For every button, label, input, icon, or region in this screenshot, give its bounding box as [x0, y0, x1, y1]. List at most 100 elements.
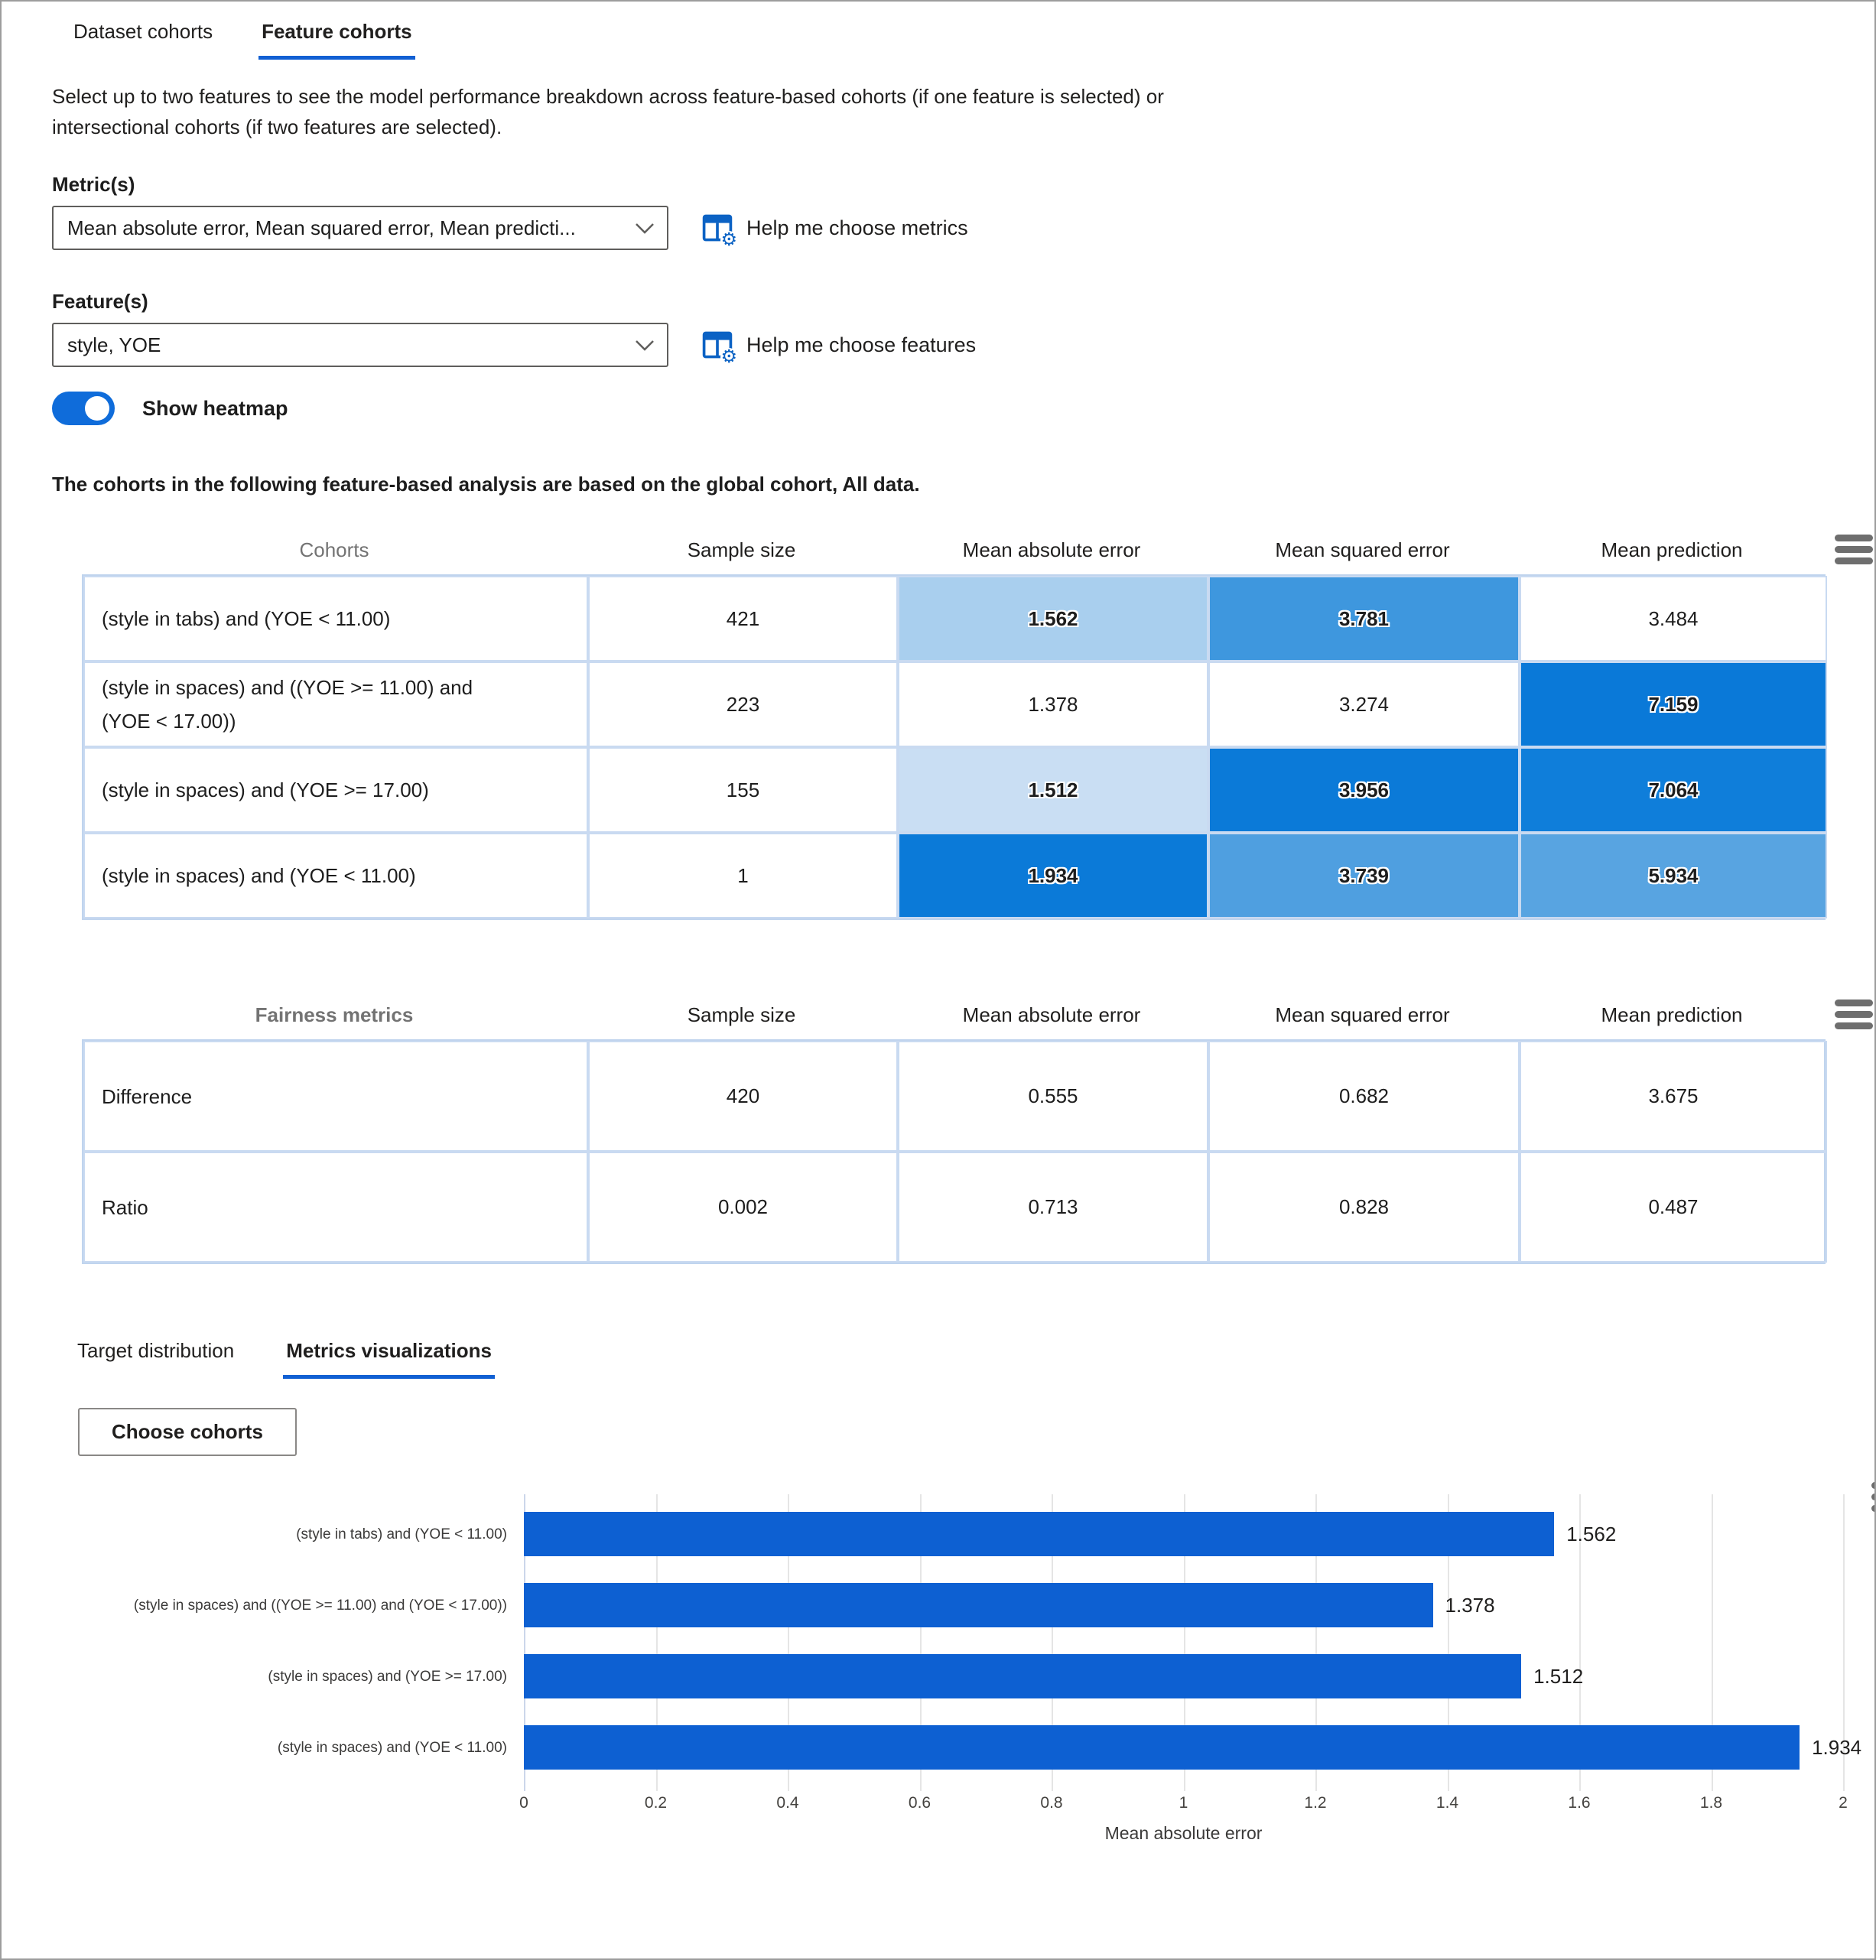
help-choose-metrics-link[interactable]: ⚙ Help me choose metrics	[701, 211, 968, 249]
cohort-name-cell: (style in tabs) and (YOE < 11.00)	[83, 576, 588, 661]
gridline	[1447, 1494, 1449, 1791]
fairness-table-header: Fairness metrics Sample size Mean absolute…	[82, 967, 1826, 1039]
chevron-down-icon	[636, 340, 654, 351]
column-header: Sample size	[687, 1003, 796, 1026]
bar-value-label: 1.562	[1566, 1523, 1617, 1546]
column-header: Mean squared error	[1275, 1003, 1450, 1026]
gridline	[1843, 1494, 1845, 1791]
chart-x-axis-title: Mean absolute error	[1104, 1823, 1263, 1843]
column-header: Mean prediction	[1601, 1003, 1743, 1026]
primary-tab-bar: Dataset cohorts Feature cohorts	[70, 12, 1874, 60]
cohort-name-text: (style in spaces) and ((YOE >= 11.00) an…	[102, 676, 473, 733]
column-header: Mean squared error	[1275, 538, 1450, 561]
chart-y-axis-labels: (style in tabs) and (YOE < 11.00) (style …	[79, 1499, 507, 1783]
fairness-value-cell: 0.555	[898, 1041, 1208, 1152]
fairness-value-cell: 0.713	[898, 1152, 1208, 1263]
help-choose-metrics-text: Help me choose metrics	[746, 216, 968, 239]
tab-dataset-cohorts[interactable]: Dataset cohorts	[73, 20, 213, 43]
gear-icon: ⚙	[720, 229, 737, 250]
cohort-name-text: (style in spaces) and (YOE >= 17.00)	[102, 778, 429, 801]
y-axis-label: (style in spaces) and ((YOE >= 11.00) an…	[133, 1597, 507, 1614]
gridline	[1315, 1494, 1317, 1791]
tab-target-distribution[interactable]: Target distribution	[77, 1339, 235, 1362]
cohort-name-cell: (style in spaces) and (YOE >= 17.00)	[83, 747, 588, 833]
hamburger-menu-icon[interactable]	[1871, 1482, 1874, 1512]
show-heatmap-label: Show heatmap	[142, 396, 288, 420]
cohort-name-cell: (style in spaces) and (YOE < 11.00)	[83, 833, 588, 918]
fairness-table-body: Difference 420 0.555 0.682 3.675 Ratio 0.002 0.…	[83, 1041, 1827, 1263]
cohort-name-text: (style in spaces) and (YOE < 11.00)	[102, 864, 416, 887]
fairness-metric-name-cell: Difference	[83, 1041, 588, 1152]
fairness-value-cell: 0.828	[1208, 1152, 1520, 1263]
chart-x-axis-ticks: 0 0.2 0.4 0.6 0.8 1 1.2 1.4 1.6 1.8 2	[519, 1783, 1848, 1817]
heatmap-cell: 3.781	[1208, 576, 1520, 661]
fairness-value-cell: 0.487	[1520, 1152, 1827, 1263]
fairness-metric-name-text: Difference	[102, 1084, 193, 1108]
fairness-value-cell: 0.002	[588, 1152, 898, 1263]
bar-band: 1.378	[524, 1570, 1843, 1641]
show-heatmap-toggle[interactable]	[52, 392, 115, 425]
fairness-table-section: Fairness metrics Sample size Mean absolute…	[82, 967, 1873, 1264]
x-tick-label: 1.2	[1304, 1794, 1327, 1812]
metrics-dropdown[interactable]: Mean absolute error, Mean squared error,…	[52, 206, 668, 250]
column-options-icon: ⚙	[701, 211, 737, 249]
gear-icon: ⚙	[720, 346, 737, 367]
cohort-table-body: (style in tabs) and (YOE < 11.00) 421 1.56…	[83, 576, 1827, 918]
hamburger-menu-icon[interactable]	[1835, 535, 1873, 564]
column-header: Fairness metrics	[255, 1003, 414, 1026]
x-tick-label: 2	[1839, 1794, 1848, 1812]
column-header: Cohorts	[299, 538, 369, 561]
x-tick-label: 0	[519, 1794, 528, 1812]
fairness-metric-name-text: Ratio	[102, 1195, 148, 1219]
heatmap-cell: 3.274	[1208, 661, 1520, 747]
fairness-value-cell: 420	[588, 1041, 898, 1152]
features-dropdown[interactable]: style, YOE	[52, 323, 668, 367]
bar-band: 1.934	[524, 1712, 1861, 1783]
bar-band: 1.512	[524, 1641, 1843, 1712]
y-axis-line	[524, 1494, 525, 1791]
bar-value-label: 1.512	[1533, 1665, 1584, 1688]
tab-metrics-visualizations[interactable]: Metrics visualizations	[283, 1331, 495, 1379]
secondary-tab-bar: Target distribution Metrics visualizatio…	[74, 1331, 1874, 1379]
gridline	[1711, 1494, 1713, 1791]
column-header: Mean absolute error	[962, 1003, 1141, 1026]
tab-feature-cohorts[interactable]: Feature cohorts	[258, 12, 415, 60]
heatmap-cell: 1.562	[898, 576, 1208, 661]
y-axis-label: (style in spaces) and (YOE >= 17.00)	[268, 1668, 507, 1685]
heatmap-cell: 3.956	[1208, 747, 1520, 833]
bar-band: 1.562	[524, 1499, 1843, 1570]
heatmap-cell: 7.159	[1520, 661, 1827, 747]
fairness-value-cell: 3.675	[1520, 1041, 1827, 1152]
chart-plot-area: 1.562 1.378 1.512 1.934	[524, 1494, 1861, 1791]
heatmap-cell: 1.512	[898, 747, 1208, 833]
global-cohort-note: The cohorts in the following feature-bas…	[52, 473, 920, 496]
bar-value-label: 1.934	[1812, 1736, 1862, 1759]
help-choose-features-text: Help me choose features	[746, 333, 977, 356]
gridline	[1579, 1494, 1581, 1791]
hamburger-menu-icon[interactable]	[1835, 1000, 1873, 1029]
x-tick-label: 1	[1179, 1794, 1188, 1812]
x-tick-label: 0.4	[776, 1794, 799, 1812]
fairness-value-cell: 0.682	[1208, 1041, 1520, 1152]
bar	[524, 1583, 1433, 1627]
page-description: Select up to two features to see the mod…	[52, 85, 1164, 138]
heatmap-cell: 1.378	[898, 661, 1208, 747]
x-tick-label: 0.2	[644, 1794, 668, 1812]
gridline	[1183, 1494, 1185, 1791]
heatmap-cell: 3.739	[1208, 833, 1520, 918]
y-axis-label: (style in spaces) and (YOE < 11.00)	[277, 1739, 507, 1756]
cohort-name-cell: (style in spaces) and ((YOE >= 11.00) an…	[83, 661, 588, 747]
cohort-name-text: (style in tabs) and (YOE < 11.00)	[102, 607, 391, 630]
choose-cohorts-button[interactable]: Choose cohorts	[78, 1408, 297, 1456]
sample-size-cell: 223	[588, 661, 898, 747]
gridline	[655, 1494, 658, 1791]
metrics-dropdown-value: Mean absolute error, Mean squared error,…	[67, 216, 576, 239]
cohort-table-header: Cohorts Sample size Mean absolute error Mea…	[82, 519, 1826, 574]
mae-bar-chart: (style in tabs) and (YOE < 11.00) (style …	[79, 1482, 1874, 1844]
bar	[524, 1512, 1555, 1556]
features-dropdown-value: style, YOE	[67, 333, 161, 356]
chevron-down-icon	[636, 223, 654, 234]
column-header: Mean prediction	[1601, 538, 1743, 561]
help-choose-features-link[interactable]: ⚙ Help me choose features	[701, 328, 977, 366]
